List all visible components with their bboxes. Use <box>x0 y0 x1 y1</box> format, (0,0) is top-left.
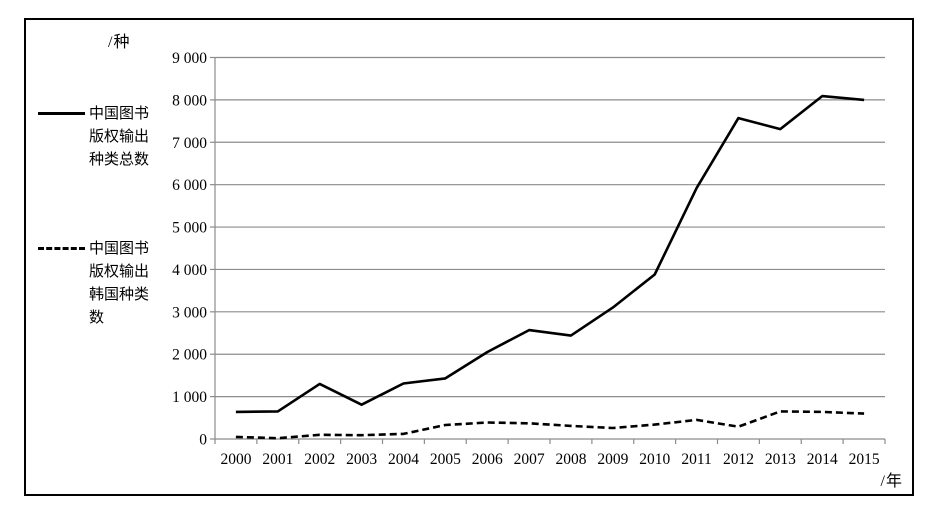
y-tick-label: 1 000 <box>172 389 207 406</box>
x-tick-label: 2007 <box>514 451 545 468</box>
legend-label-line: 版权输出 <box>89 129 150 145</box>
y-tick-label: 2 000 <box>172 347 207 364</box>
x-tick-label: 2008 <box>555 451 586 468</box>
x-tick-label: 2013 <box>765 451 796 468</box>
x-tick-label: 2003 <box>346 451 377 468</box>
x-tick-label: 2004 <box>388 451 419 468</box>
legend-label: 中国图书版权输出种类总数 <box>89 103 149 172</box>
x-tick-label: 2006 <box>472 451 503 468</box>
y-tick-label: 3 000 <box>172 304 207 321</box>
y-tick-label: 0 <box>199 432 207 449</box>
x-tick-label: 2010 <box>639 451 670 468</box>
y-axis-unit-label: /种 <box>108 34 131 51</box>
y-tick-label: 9 000 <box>172 50 207 67</box>
y-tick-label: 8 000 <box>172 92 207 109</box>
legend-label-line: 数 <box>89 310 105 326</box>
legend-label-line: 种类总数 <box>89 152 150 168</box>
x-tick-label: 2014 <box>807 451 838 468</box>
x-axis-unit-label: /年 <box>880 473 903 490</box>
x-tick-label: 2009 <box>597 451 628 468</box>
legend-label-line: 中国图书 <box>89 241 150 257</box>
y-tick-label: 7 000 <box>172 135 207 152</box>
legend-label-line: 中国图书 <box>89 106 150 122</box>
dashed-line-swatch-icon <box>38 247 85 250</box>
legend-label: 中国图书版权输出韩国种类数 <box>89 238 149 330</box>
legend-entry-2: 中国图书版权输出韩国种类数 <box>38 238 149 330</box>
series-line-solid <box>235 94 865 414</box>
x-tick-label: 2001 <box>262 451 293 468</box>
legend-entry-1: 中国图书版权输出种类总数 <box>38 103 149 172</box>
solid-line-swatch-icon <box>38 112 85 115</box>
x-tick-label: 2011 <box>681 451 711 468</box>
x-tick-label: 2000 <box>220 451 251 468</box>
x-tick-label: 2005 <box>430 451 461 468</box>
legend-label-line: 版权输出 <box>89 264 150 280</box>
y-tick-label: 6 000 <box>172 177 207 194</box>
x-tick-label: 2012 <box>723 451 754 468</box>
series-line-dashed <box>235 410 865 440</box>
y-tick-label: 5 000 <box>172 220 207 237</box>
y-tick-label: 4 000 <box>172 262 207 279</box>
x-tick-label: 2015 <box>849 451 880 468</box>
x-tick-label: 2002 <box>304 451 335 468</box>
legend-label-line: 韩国种类 <box>89 287 150 303</box>
